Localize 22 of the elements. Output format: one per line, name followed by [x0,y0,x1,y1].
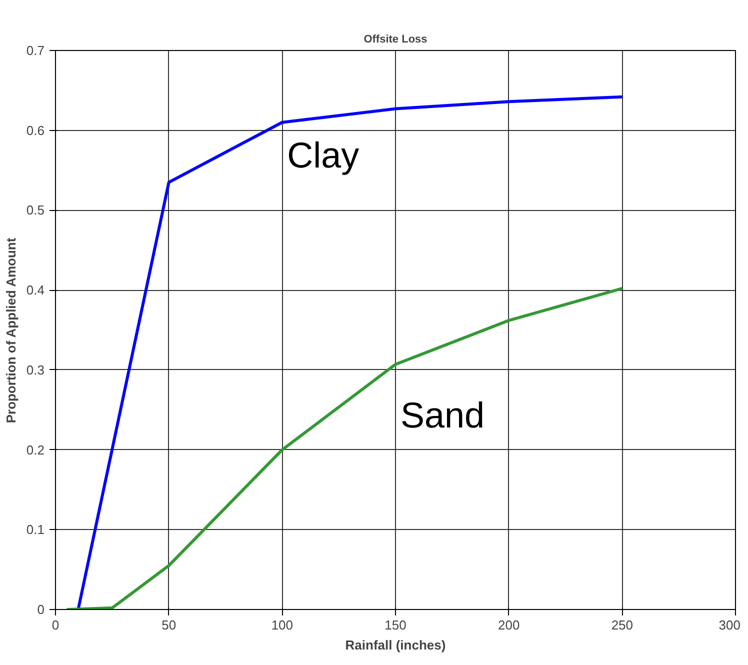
x-tick-label: 100 [271,618,294,632]
x-tick-label: 250 [611,618,634,632]
y-tick-label: 0 [37,602,45,617]
line-series [65,286,624,610]
y-tick-label: 0.2 [26,442,45,458]
x-axis-title: Rainfall (inches) [345,638,446,652]
line-series [76,95,624,610]
y-tick-label: 0.7 [26,43,45,58]
y-tick-label: 0.6 [26,122,45,138]
series-label: Sand [400,394,485,436]
series-label: Clay [287,134,360,176]
y-tick-label: 0.4 [26,282,45,298]
y-tick-label: 0.3 [26,362,45,378]
y-tick-label: 0.5 [26,202,45,218]
y-tick-label: 0.1 [26,522,45,538]
y-axis-title: Proportion of Applied Amount [3,237,18,424]
x-tick-label: 300 [718,618,741,632]
chart-title: Offsite Loss [364,34,428,46]
x-tick-label: 50 [162,618,176,632]
x-tick-label: 150 [384,618,406,632]
x-tick-label: 200 [498,618,520,632]
x-tick-label: 0 [52,618,60,632]
